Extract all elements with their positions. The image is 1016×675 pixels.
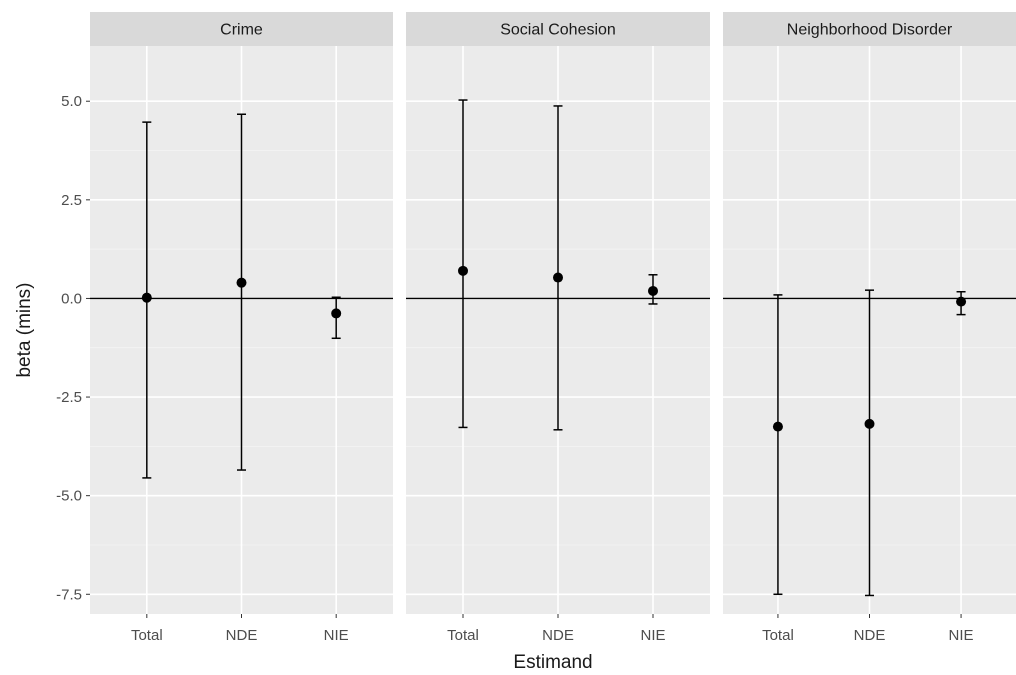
facet-strip-label: Crime [220,22,263,39]
y-tick-label: 0.0 [61,290,82,307]
x-tick-label: NIE [640,627,665,644]
y-tick-label: 5.0 [61,93,82,110]
error-bar [864,289,875,597]
x-tick-label: NIE [324,627,349,644]
facet-strip [90,12,393,46]
x-tick-label: Total [762,627,794,644]
error-bar [236,113,247,471]
y-tick-label: -2.5 [56,389,82,406]
facet-strip [723,12,1016,46]
x-tick-label: NDE [854,627,886,644]
error-bar [553,105,563,431]
point-estimate [458,265,468,276]
point-estimate [141,292,152,303]
x-axis-title: Estimand [513,652,592,673]
y-tick-label: -5.0 [56,488,82,505]
facet-panel: Crime Total NDE NIE [90,12,393,644]
error-bar [331,296,342,340]
facet-strip-label: Social Cohesion [500,22,616,39]
facet-panel: Neighborhood Disorder Total NDE NIE [723,12,1016,644]
y-tick-label: -7.5 [56,586,82,603]
error-bar [648,274,658,305]
point-estimate [956,296,967,307]
point-estimate [553,272,563,283]
y-tick-label: 2.5 [61,192,82,209]
x-tick-label: Total [447,627,479,644]
point-estimate [331,308,342,319]
y-axis-title: beta (mins) [14,282,35,377]
x-tick-label: NDE [542,627,574,644]
x-tick-label: NIE [949,627,974,644]
error-bar [141,121,152,479]
point-estimate [772,421,783,432]
point-estimate [236,277,247,288]
x-tick-label: Total [131,627,163,644]
point-estimate [648,285,658,296]
error-bar [458,99,468,429]
x-tick-label: NDE [226,627,258,644]
facet-strip [406,12,710,46]
error-bar [956,290,967,316]
facet-panel: Social Cohesion Total NDE NIE [406,12,710,644]
point-estimate [864,418,875,429]
facet-strip-label: Neighborhood Disorder [787,22,953,39]
error-bar [772,294,783,596]
